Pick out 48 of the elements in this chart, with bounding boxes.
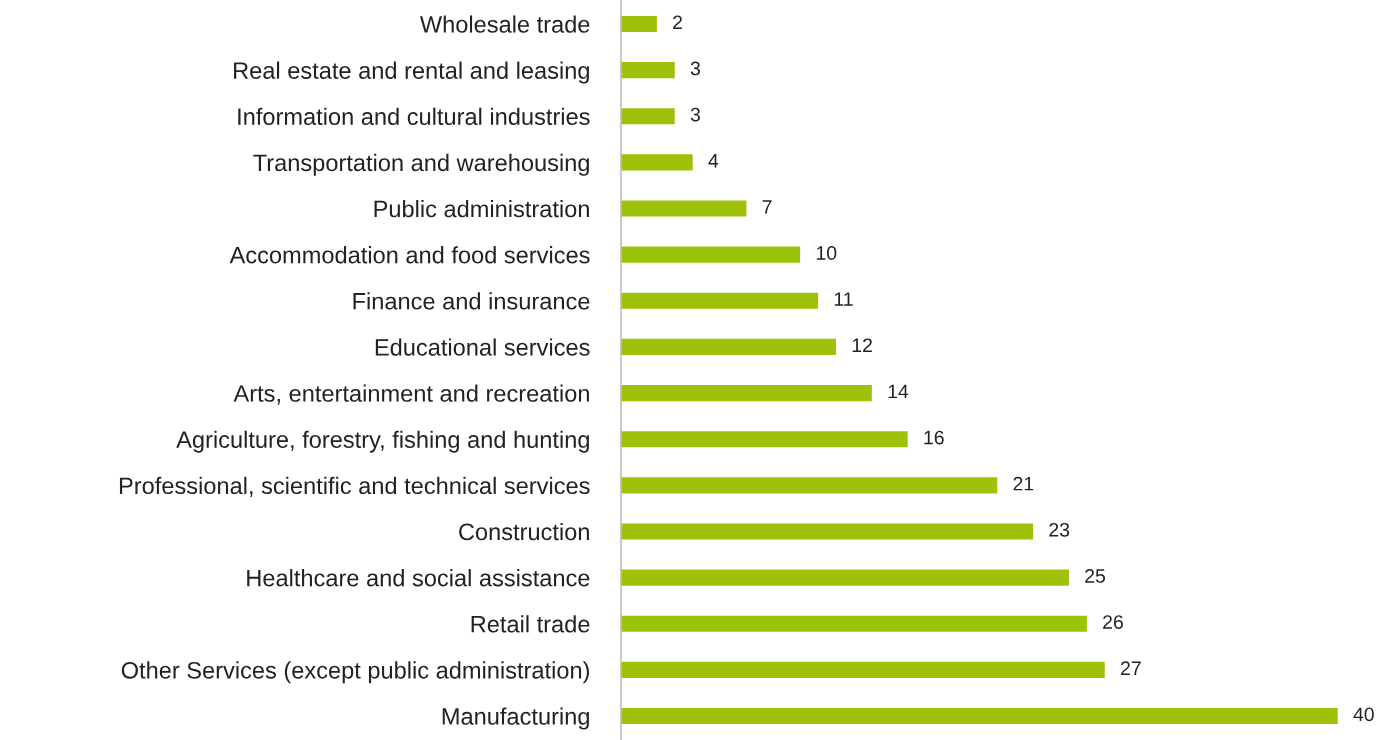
bar xyxy=(621,384,872,402)
data-label: 3 xyxy=(690,61,700,76)
data-label: 10 xyxy=(816,246,837,260)
bar xyxy=(621,246,801,263)
bar xyxy=(621,477,998,494)
y-tick-label: Retail trade xyxy=(471,615,590,633)
y-tick-label: Agriculture, forestry, fishing and hunting xyxy=(176,430,589,453)
y-tick-label: Professional, scientific and technical services xyxy=(119,476,590,497)
data-label: 7 xyxy=(762,200,772,214)
bar xyxy=(621,431,908,448)
bar xyxy=(621,154,693,171)
bar xyxy=(621,615,1087,632)
y-tick-label: Real estate and rental and leasing xyxy=(234,61,589,84)
bar xyxy=(621,15,657,33)
bar xyxy=(621,292,819,309)
y-tick-label: Construction xyxy=(459,522,589,541)
y-tick-label: Transportation and warehousing xyxy=(253,153,589,176)
data-label: 25 xyxy=(1085,569,1106,583)
data-label: 3 xyxy=(690,107,700,122)
data-label: 2 xyxy=(673,15,682,30)
y-tick-label: Arts, entertainment and recreation xyxy=(233,384,589,405)
bar xyxy=(621,569,1069,586)
y-tick-label: Other Services (except public administration) xyxy=(121,661,590,684)
data-label: 26 xyxy=(1103,615,1123,629)
data-label: 23 xyxy=(1049,522,1070,537)
y-tick-label: Accommodation and food services xyxy=(229,246,590,264)
y-tick-label: Wholesale trade xyxy=(419,15,590,33)
data-label: 14 xyxy=(888,384,909,399)
y-tick-label: Educational services xyxy=(375,338,590,356)
y-tick-label: Manufacturing xyxy=(442,707,589,730)
y-tick-label: Finance and insurance xyxy=(353,292,590,310)
data-label: 27 xyxy=(1121,661,1141,675)
bar xyxy=(621,62,675,79)
y-tick-label: Information and cultural industries xyxy=(238,107,590,126)
bar xyxy=(621,338,837,356)
data-label: 40 xyxy=(1353,707,1374,722)
data-label: 11 xyxy=(834,292,853,306)
y-tick-label: Public administration xyxy=(374,199,589,218)
data-label: 12 xyxy=(852,338,872,352)
bar xyxy=(621,707,1338,725)
bar xyxy=(621,108,675,125)
data-label: 16 xyxy=(924,430,944,445)
bar xyxy=(621,523,1034,540)
data-label: 21 xyxy=(1013,476,1034,491)
y-tick-label: Healthcare and social assistance xyxy=(247,569,590,587)
data-label: 4 xyxy=(708,154,719,168)
bar xyxy=(621,200,747,217)
bar xyxy=(621,661,1105,678)
